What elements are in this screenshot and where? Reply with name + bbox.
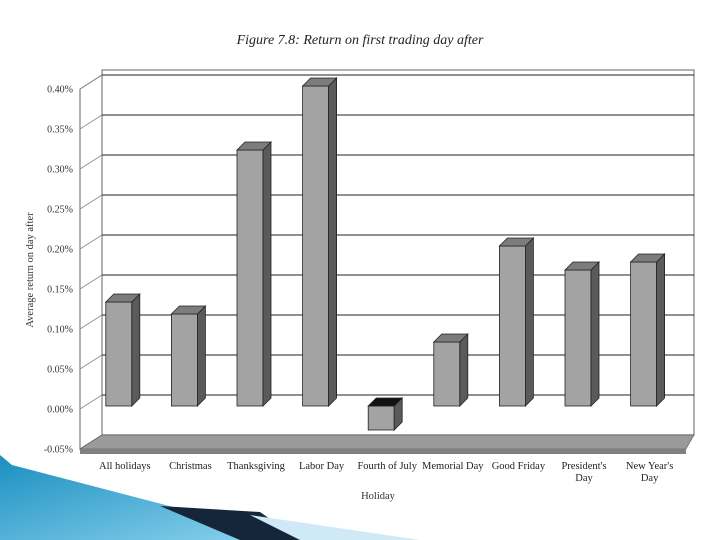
bar-top bbox=[301, 77, 338, 87]
x-tick-label: Good Friday bbox=[492, 461, 546, 472]
bar-front bbox=[630, 261, 657, 407]
x-tick-label: New Year's Day bbox=[626, 461, 673, 484]
bar-front bbox=[498, 245, 526, 407]
bar-side bbox=[196, 305, 206, 407]
bar bbox=[564, 261, 600, 407]
y-tick-label: -0.05% bbox=[44, 445, 73, 456]
bar-top bbox=[104, 293, 141, 303]
x-tick-label: Christmas bbox=[169, 461, 212, 472]
gridline-diagonal bbox=[79, 394, 103, 410]
gridline-diagonal bbox=[79, 74, 103, 90]
gridline-diagonal bbox=[79, 114, 103, 130]
bar-front bbox=[564, 269, 592, 407]
side-wall bbox=[79, 74, 103, 450]
x-axis-title: Holiday bbox=[361, 491, 396, 502]
bar bbox=[301, 77, 338, 407]
y-tick-label: 0.00% bbox=[47, 405, 73, 416]
x-tick-label: Memorial Day bbox=[422, 461, 484, 472]
bar-top bbox=[498, 237, 535, 247]
gridline-diagonal bbox=[79, 234, 103, 250]
bar-side bbox=[262, 141, 272, 407]
gridline-diagonal bbox=[79, 314, 103, 330]
x-tick-label: President's Day bbox=[561, 461, 606, 484]
y-tick-label: 0.10% bbox=[47, 325, 73, 336]
x-axis-labels: All holidays Christmas Thanksgiving Labor D… bbox=[99, 461, 673, 484]
bar-side bbox=[525, 237, 534, 407]
y-tick-label: 0.40% bbox=[47, 85, 73, 96]
y-tick-label: 0.20% bbox=[47, 245, 73, 256]
bar-front bbox=[170, 313, 198, 407]
bars bbox=[104, 77, 666, 431]
slide-decoration bbox=[0, 455, 420, 540]
bar-top bbox=[236, 141, 272, 151]
bar-front bbox=[302, 85, 330, 407]
bar-top bbox=[629, 253, 666, 263]
bar-side bbox=[590, 261, 600, 407]
bar bbox=[170, 305, 207, 407]
x-tick-label: Labor Day bbox=[299, 461, 345, 472]
y-tick-label: 0.15% bbox=[47, 285, 73, 296]
chart-floor bbox=[78, 434, 695, 454]
dark-swoosh bbox=[160, 506, 300, 540]
bar-side bbox=[328, 77, 338, 407]
bar-top bbox=[170, 305, 207, 315]
y-tick-label: 0.25% bbox=[47, 205, 73, 216]
bar-front bbox=[105, 301, 133, 407]
gridline-diagonal bbox=[79, 154, 103, 170]
x-tick-label: Fourth of July bbox=[357, 461, 417, 472]
bar bbox=[498, 237, 535, 407]
gridline-diagonal bbox=[79, 194, 103, 210]
bar-side bbox=[656, 253, 665, 407]
x-tick-label: Thanksgiving bbox=[227, 461, 285, 472]
y-axis-title: Average return on day after bbox=[25, 212, 36, 328]
gridline-diagonal bbox=[79, 274, 103, 290]
floor-top bbox=[78, 434, 695, 450]
y-tick-label: 0.30% bbox=[47, 165, 73, 176]
bar-front bbox=[433, 341, 461, 407]
bar-side bbox=[459, 333, 469, 407]
bar bbox=[432, 333, 469, 407]
bar bbox=[236, 141, 272, 407]
chart-title: Figure 7.8: Return on first trading day … bbox=[236, 33, 484, 48]
light-swoosh bbox=[250, 515, 420, 540]
bar bbox=[104, 293, 141, 407]
bar-top bbox=[564, 261, 600, 271]
teal-swoosh bbox=[0, 455, 300, 540]
floor-front bbox=[80, 449, 686, 454]
bar-top bbox=[367, 397, 404, 407]
bar bbox=[629, 253, 666, 407]
x-tick-label: All holidays bbox=[99, 461, 151, 472]
bar-side bbox=[131, 293, 141, 407]
bar-top bbox=[432, 333, 469, 343]
bar bbox=[367, 397, 404, 431]
y-tick-label: 0.05% bbox=[47, 365, 73, 376]
y-tick-label: 0.35% bbox=[47, 125, 73, 136]
bar-front bbox=[236, 149, 264, 407]
gridline-diagonal bbox=[79, 354, 103, 370]
y-axis-ticks: 0.40% 0.35% 0.30% 0.25% 0.20% 0.15% 0.10% 0.05%… bbox=[44, 85, 73, 456]
bar-front bbox=[367, 405, 395, 431]
